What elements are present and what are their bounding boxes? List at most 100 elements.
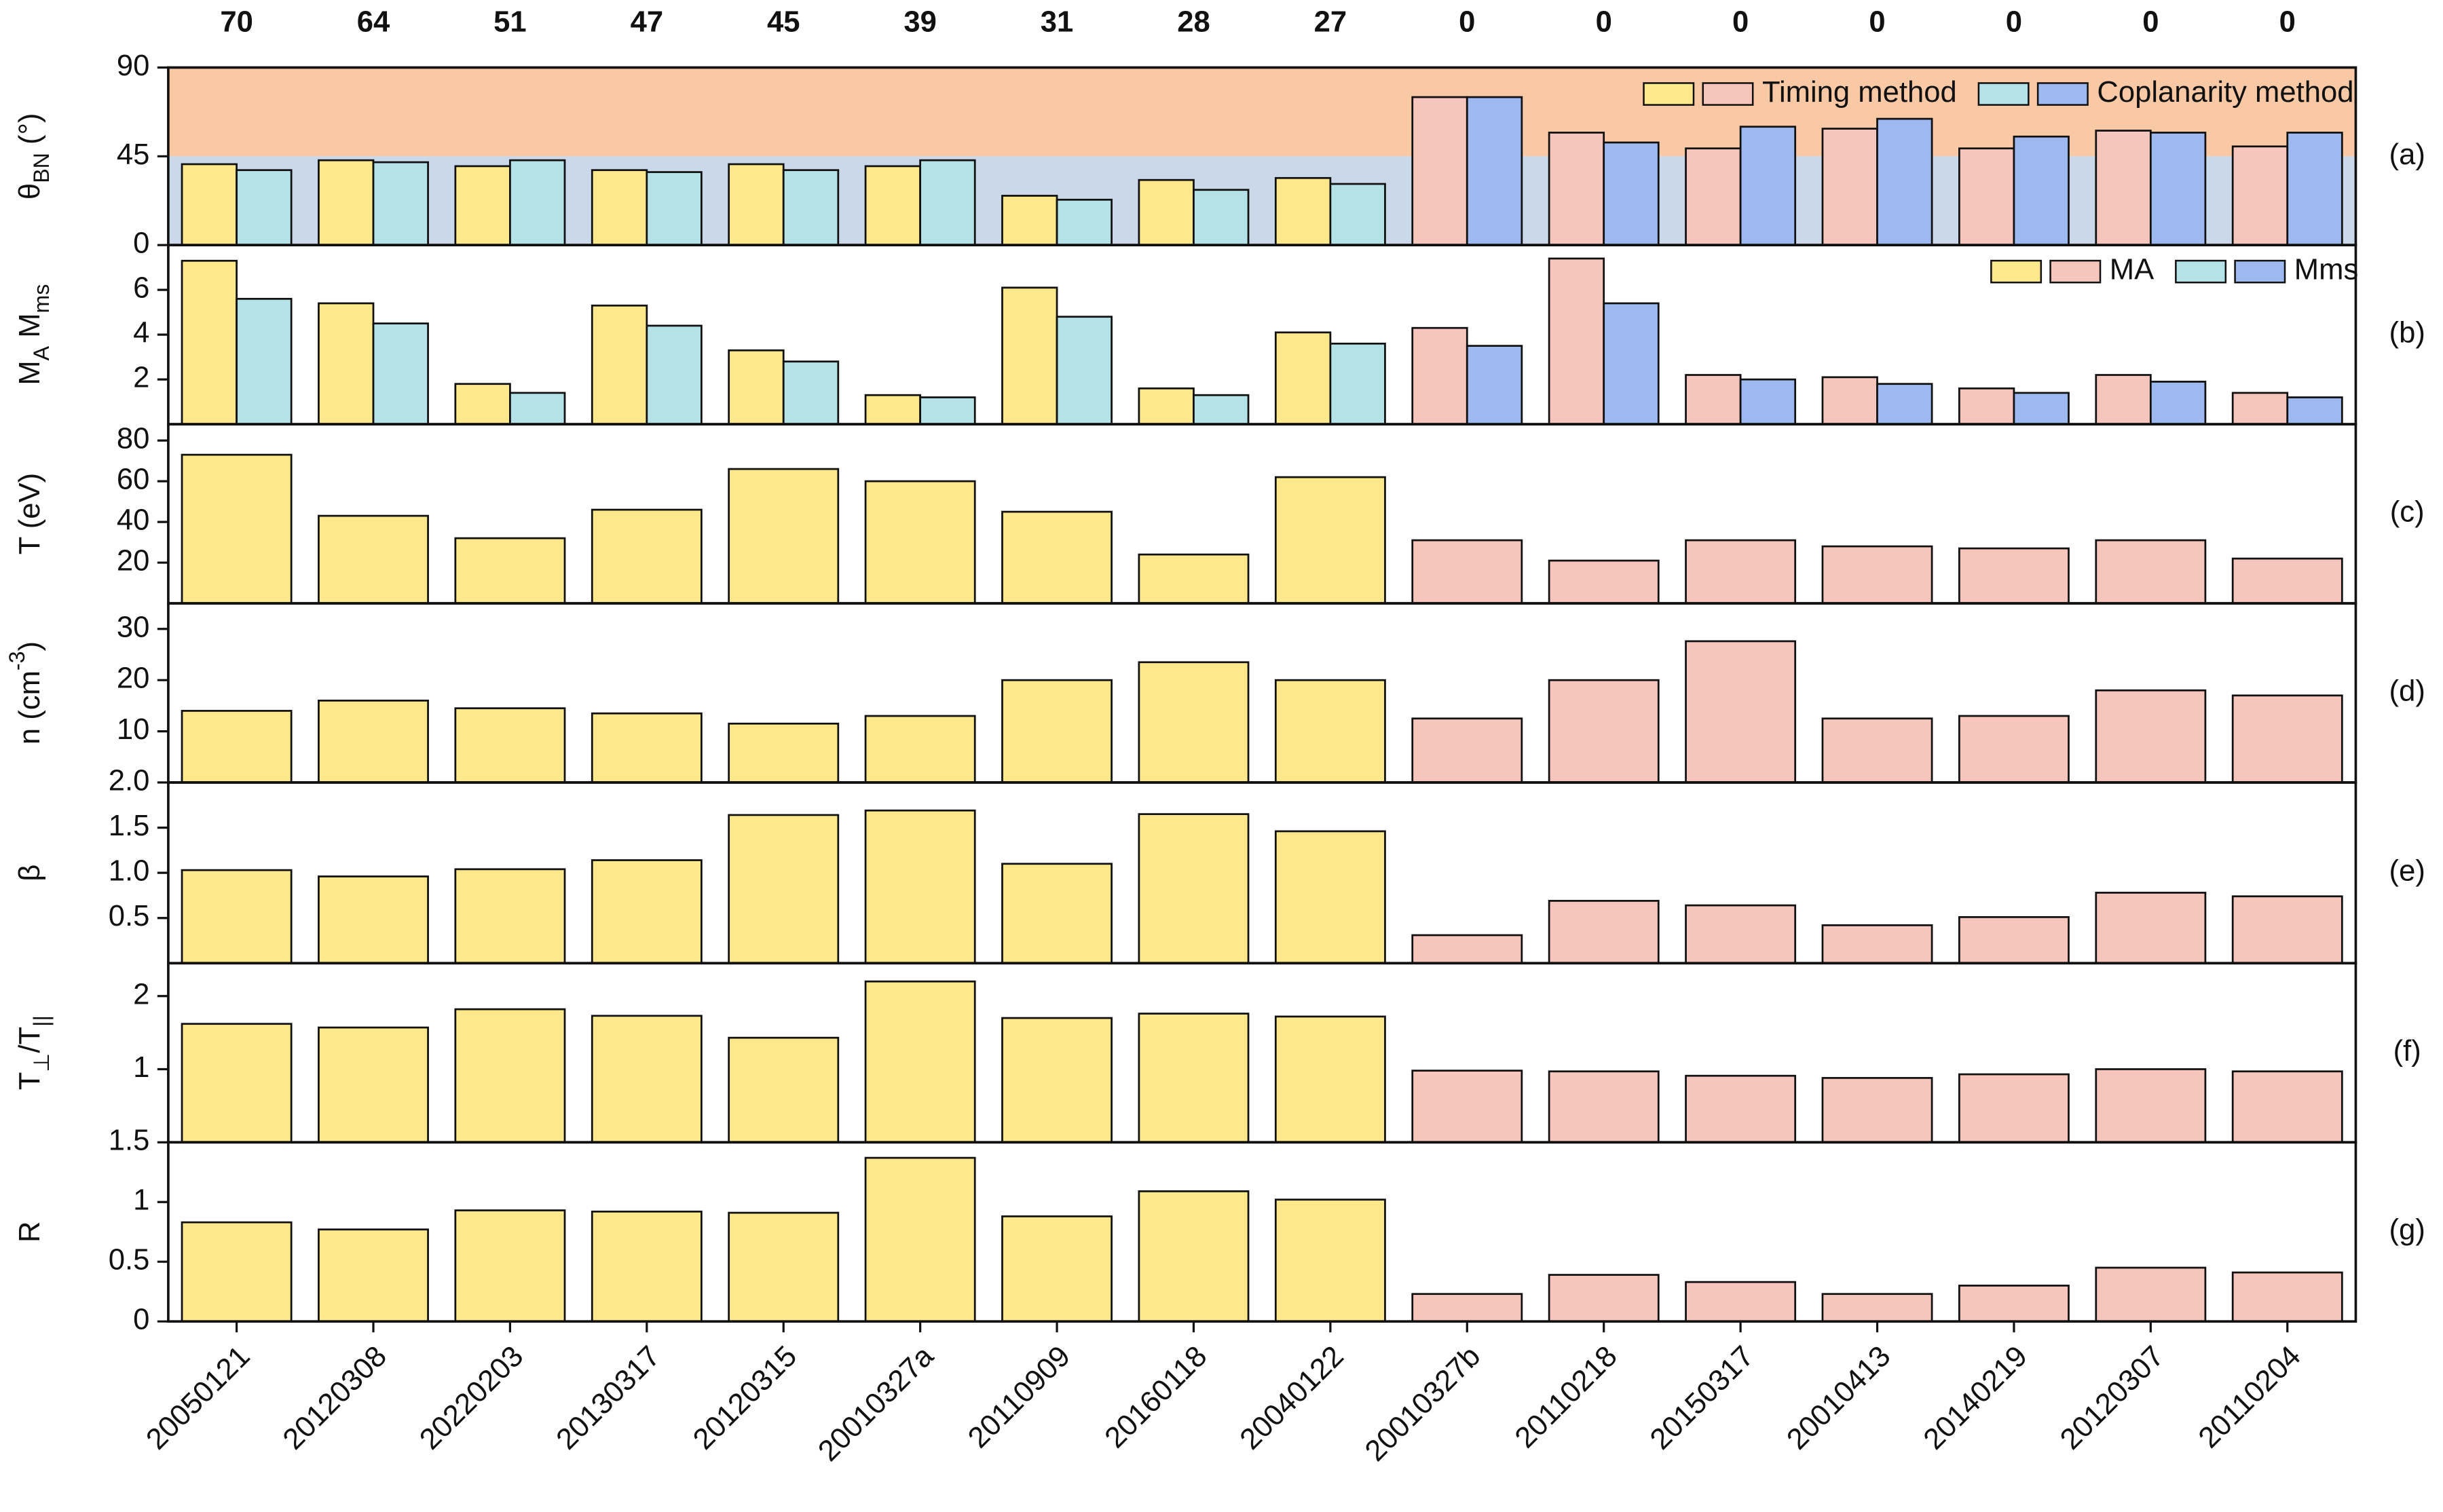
annotation: 0 <box>2006 6 2022 39</box>
bar <box>1138 1013 1250 1144</box>
y-axis-label: β <box>13 865 45 882</box>
y-axis-label-part: ms <box>29 284 54 314</box>
x-tick-label: 20220203 <box>413 1340 529 1456</box>
panel-label: (a) <box>2389 138 2425 171</box>
bar <box>2149 132 2207 246</box>
bar <box>1274 176 1332 246</box>
bar <box>1685 374 1742 426</box>
bar <box>591 304 648 426</box>
bar <box>2095 892 2207 964</box>
bar <box>1821 128 1878 246</box>
bar <box>318 875 429 964</box>
y-tick-label: 30 <box>117 611 150 643</box>
panel-label: (g) <box>2389 1214 2425 1247</box>
y-tick-label: 1 <box>133 1051 149 1084</box>
bar <box>1603 302 1660 426</box>
y-axis-label: MA Mms <box>13 284 54 385</box>
y-axis-label: T⊥/T|| <box>13 1015 54 1090</box>
legend-swatch <box>2234 259 2286 284</box>
bar <box>454 868 566 964</box>
y-axis-label-part: ) <box>13 641 45 651</box>
bar <box>1958 1285 2070 1323</box>
annotation: 0 <box>1869 6 1885 39</box>
bar <box>591 1015 703 1144</box>
bar <box>1138 813 1250 964</box>
bar <box>2231 1070 2343 1144</box>
y-axis-label-part: M <box>13 360 45 385</box>
bar <box>1876 383 1933 426</box>
y-axis-label-part: θ <box>13 183 45 200</box>
y-tick-label: 6 <box>133 272 149 305</box>
bar <box>864 980 976 1144</box>
bar <box>1685 640 1797 784</box>
x-tick-label: 20130317 <box>551 1340 667 1456</box>
y-axis-label-part: || <box>29 1015 54 1027</box>
x-tick-label: 20040122 <box>1234 1340 1350 1456</box>
bar <box>1821 924 1933 964</box>
bar <box>1739 378 1797 426</box>
legend-swatch <box>1977 82 2030 106</box>
y-tick-label: 1.0 <box>109 855 150 888</box>
y-tick-label: 2 <box>133 978 149 1010</box>
y-axis-label: R <box>13 1221 45 1242</box>
bar <box>2231 145 2289 246</box>
bar <box>181 453 293 605</box>
y-tick-label: 90 <box>117 50 150 82</box>
bar <box>318 514 429 605</box>
bar <box>454 165 511 246</box>
bar <box>1274 679 1386 784</box>
bar <box>1821 1077 1933 1144</box>
y-axis-label: θBN (°) <box>13 113 54 200</box>
panel-label: (c) <box>2390 496 2425 529</box>
annotation: 47 <box>631 6 664 39</box>
legend-label: Coplanarity method <box>2097 76 2353 109</box>
bar <box>646 324 703 426</box>
bar <box>782 169 840 246</box>
bar <box>318 699 429 784</box>
bar <box>1056 198 1113 246</box>
legend-label: Timing method <box>1762 76 1957 109</box>
bar <box>1411 1293 1523 1323</box>
bar <box>1821 717 1933 784</box>
bar <box>2231 1271 2343 1323</box>
y-tick-label: 80 <box>117 423 150 455</box>
bar <box>728 722 840 784</box>
panel-frame <box>167 1141 2357 1323</box>
bar <box>1548 1070 1660 1144</box>
x-tick-label: 20150317 <box>1644 1340 1760 1456</box>
bar <box>181 869 293 964</box>
panel-label: (b) <box>2389 317 2425 349</box>
bar <box>1603 141 1660 246</box>
bar <box>509 159 566 246</box>
bar <box>1001 195 1058 246</box>
bar <box>372 322 429 426</box>
bar <box>454 1209 566 1323</box>
y-axis-label-part: A <box>29 345 54 360</box>
bar <box>864 394 922 426</box>
bar <box>454 537 566 605</box>
bar <box>1548 679 1660 784</box>
bar <box>1876 117 1933 246</box>
panel-label: (d) <box>2389 675 2425 708</box>
bar <box>864 1156 976 1323</box>
bar <box>2231 895 2343 964</box>
y-tick-label: 2.0 <box>109 765 150 797</box>
bar <box>318 302 375 426</box>
bar <box>1958 916 2070 964</box>
bar <box>1274 331 1332 426</box>
y-tick-label: 60 <box>117 464 150 496</box>
x-tick-label: 20010413 <box>1780 1340 1897 1456</box>
legend-swatch <box>1990 259 2043 284</box>
y-axis-label-part: /T <box>13 1027 45 1053</box>
y-axis-label-part: (°) <box>13 113 45 153</box>
x-tick-label: 20110909 <box>962 1340 1077 1454</box>
y-tick-label: 1 <box>133 1184 149 1217</box>
y-axis-label: n (cm-3) <box>5 641 45 744</box>
bar <box>1958 1073 2070 1144</box>
bar <box>1001 286 1058 426</box>
bar <box>1821 545 1933 605</box>
bar <box>1685 539 1797 605</box>
bar <box>591 859 703 964</box>
bar <box>2231 694 2343 784</box>
legend-swatch <box>1643 82 1695 106</box>
